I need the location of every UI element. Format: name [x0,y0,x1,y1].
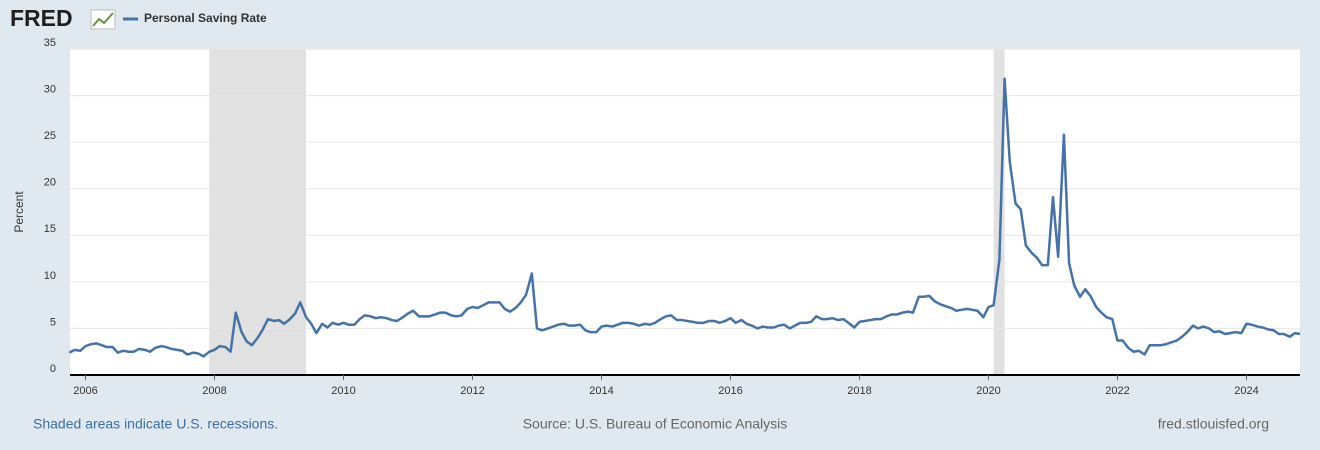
x-tick-label: 2020 [976,385,1000,397]
legend-label: Personal Saving Rate [144,11,267,25]
x-tick-label: 2016 [718,385,742,397]
source: Source: U.S. Bureau of Economic Analysis [523,416,788,432]
y-axis-label: Percent [12,191,26,233]
y-tick-label: 30 [44,83,56,95]
logo-text: FRED [10,5,73,31]
recession-band [209,49,307,375]
logo-icon-line [92,12,114,27]
recession-band [993,49,1005,375]
logo: FRED [10,5,116,31]
y-tick-label: 5 [50,316,56,328]
x-tick-label: 2006 [73,385,97,397]
y-tick-label: 0 [50,363,56,375]
x-tick-label: 2008 [202,385,226,397]
logo-icon [90,9,116,30]
y-tick-label: 25 [44,130,56,142]
x-tick-label: 2024 [1234,385,1258,397]
series-line [68,77,1301,358]
y-tick-label: 10 [44,270,56,282]
y-tick-label: 35 [44,37,56,49]
x-tick-label: 2014 [589,385,613,397]
x-tick-label: 2012 [460,385,484,397]
x-tick-label: 2018 [847,385,871,397]
y-tick-label: 20 [44,177,56,189]
x-tick-label: 2010 [331,385,355,397]
recession-note: Shaded areas indicate U.S. recessions. [33,416,278,432]
site: fred.stlouisfed.org [1158,416,1269,432]
y-tick-label: 15 [44,223,56,235]
x-tick-label: 2022 [1105,385,1129,397]
